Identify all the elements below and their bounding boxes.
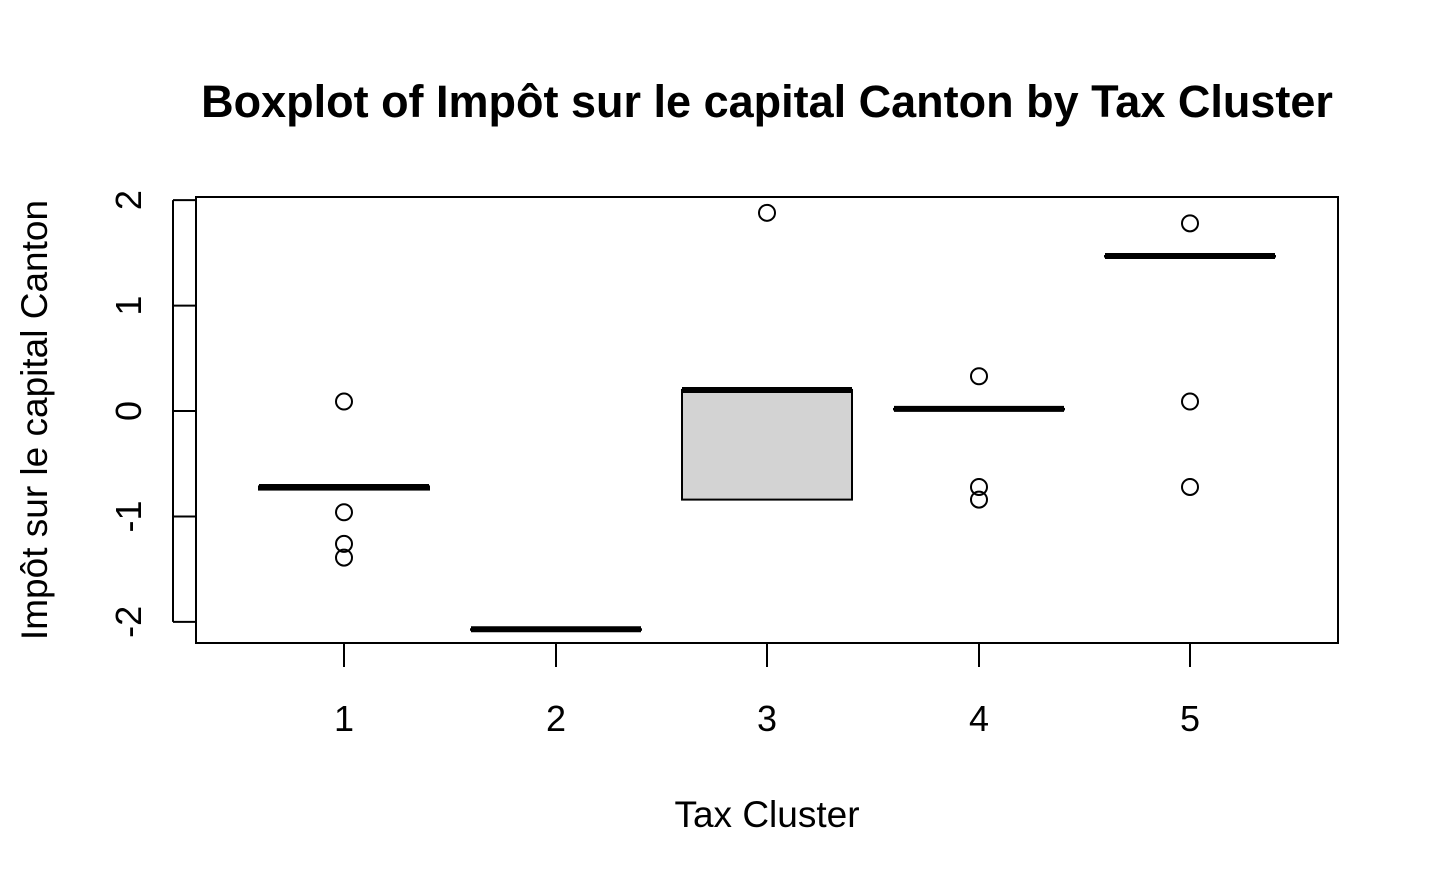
boxes-layer [258,203,1276,633]
outlier-point [758,203,776,222]
outlier-point [970,477,988,496]
y-tick-label: 1 [108,296,149,316]
x-tick-label: 1 [334,698,354,739]
outlier-point [1181,477,1199,496]
box-iqr [681,388,853,501]
chart-title: Boxplot of Impôt sur le capital Canton b… [201,76,1333,127]
y-axis: -2 -1 0 1 2 [108,190,196,638]
outlier-point [335,503,353,522]
y-tick-label: -2 [108,606,149,638]
outlier-point [1181,392,1199,411]
outlier-point [1181,214,1199,233]
y-tick-label: 0 [108,401,149,421]
x-tick-label: 3 [757,698,777,739]
outlier-point [970,490,988,509]
y-axis-title: Impôt sur le capital Canton [14,200,55,640]
box-cluster-3 [681,203,853,501]
x-tick-label: 2 [546,698,566,739]
x-tick-label: 4 [969,698,989,739]
outlier-point [335,534,353,553]
box-cluster-2 [470,626,642,633]
y-tick-label: 2 [108,190,149,210]
y-tick-label: -1 [108,500,149,532]
x-tick-label: 5 [1180,698,1200,739]
x-axis-title: Tax Cluster [674,794,859,835]
outlier-point [335,392,353,411]
x-axis: 1 2 3 4 5 [334,642,1200,739]
outlier-point [970,367,988,386]
outlier-point [335,548,353,567]
box-cluster-5 [1104,214,1276,496]
box-cluster-4 [893,367,1065,509]
box-cluster-1 [258,392,430,567]
